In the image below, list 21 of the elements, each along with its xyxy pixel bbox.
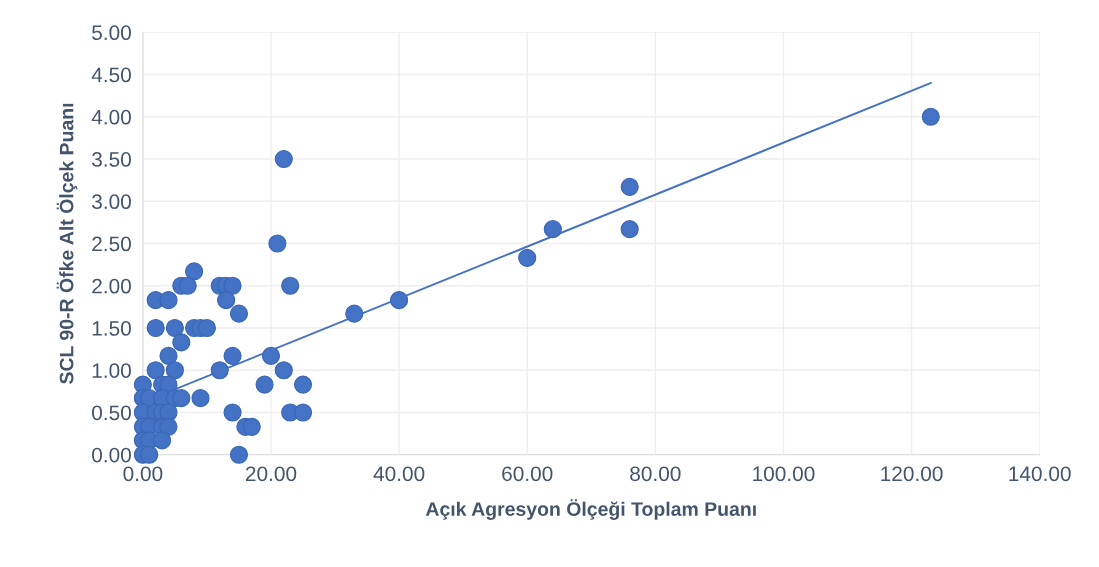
y-tick-label: 0.00 xyxy=(92,447,131,463)
y-tick-label: 4.00 xyxy=(91,109,131,125)
y-tick-label: 0.50 xyxy=(92,405,131,421)
y-tick-label: 3.00 xyxy=(92,194,131,210)
x-tick-label: 20.00 xyxy=(245,466,297,482)
y-tick-label: 2.00 xyxy=(92,278,131,294)
y-tick-label: 4.50 xyxy=(91,67,131,83)
y-tick-label: 3.50 xyxy=(92,152,131,167)
y-tick-label: 1.00 xyxy=(92,363,131,378)
x-tick-label: 80.00 xyxy=(630,466,681,482)
y-tick-label: 5.00 xyxy=(92,25,131,41)
x-tick-label: 0.00 xyxy=(123,466,163,482)
y-axis-title: SCL 90-R Öfke Alt Ölçek Puanı xyxy=(56,103,78,384)
y-tick-label: 1.50 xyxy=(92,321,131,336)
x-tick-label: 140.00 xyxy=(1009,466,1071,482)
x-tick-label: 60.00 xyxy=(502,466,553,482)
x-tick-label: 120.00 xyxy=(881,466,943,482)
y-tick-label: 2.50 xyxy=(92,236,131,252)
x-tick-label: 100.00 xyxy=(753,466,815,482)
x-axis-title: Açık Agresyon Ölçeği Toplam Puanı xyxy=(425,499,756,520)
x-tick-label: 40.00 xyxy=(373,466,425,482)
